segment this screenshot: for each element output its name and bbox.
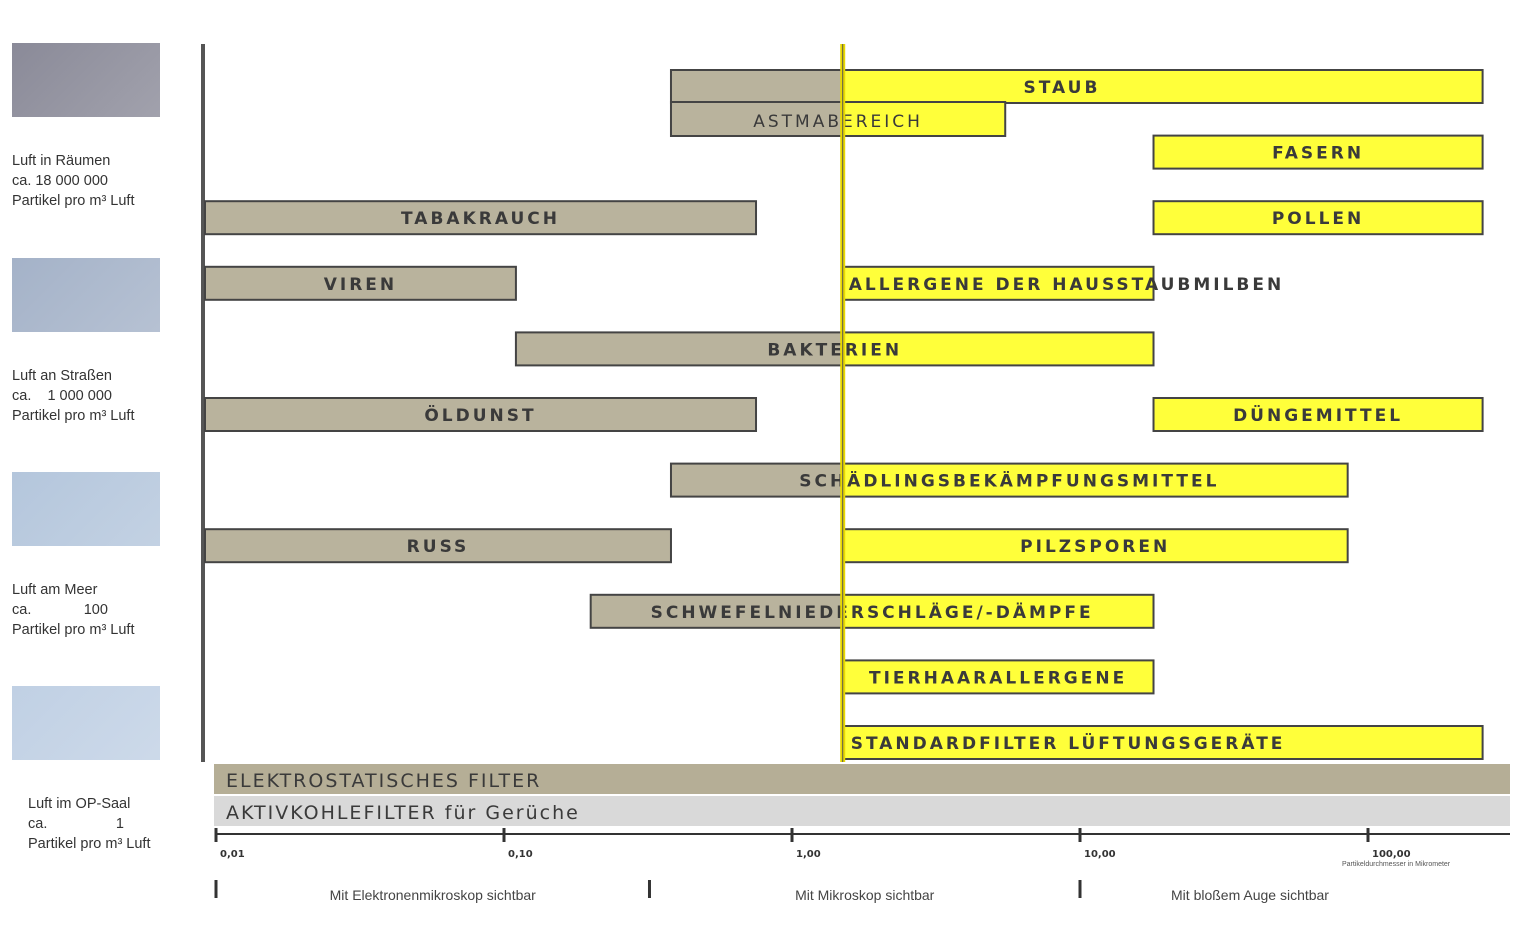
zone-label: Mit bloßem Auge sichtbar	[1171, 887, 1329, 903]
environment-entry: Luft in Räumen ca. 18 000 000 Partikel p…	[12, 43, 202, 211]
bar-label: STANDARDFILTER LÜFTUNGSGERÄTE	[851, 732, 1286, 754]
environment-swatch-0	[12, 43, 160, 117]
bar-label: TABAKRAUCH	[401, 209, 560, 229]
environment-label: Luft an Straßen	[12, 368, 112, 384]
x-tick-label: 0,10	[508, 849, 533, 860]
bar-label: POLLEN	[1272, 209, 1364, 229]
bar-label: TIERHAARALLERGENE	[869, 668, 1127, 688]
zone-label: Mit Elektronenmikroskop sichtbar	[330, 887, 537, 903]
environment-count: ca. 100	[12, 602, 108, 618]
environment-entry: Luft an Straßen ca. 1 000 000 Partikel p…	[12, 258, 202, 426]
bar	[1152, 134, 1484, 170]
environment-swatch-1	[12, 258, 160, 332]
environment-count: ca. 18 000 000	[12, 173, 108, 189]
bar	[841, 725, 1484, 760]
environment-swatch-3	[12, 686, 160, 760]
bar	[841, 528, 1349, 564]
bar-label: VIREN	[324, 275, 397, 295]
bar-grey-part	[669, 69, 844, 104]
environment-label: Luft im OP-Saal	[28, 796, 131, 812]
x-tick-label: 10,00	[1084, 849, 1116, 860]
filter-band	[214, 764, 1510, 794]
environment-label: Luft am Meer	[12, 582, 98, 598]
zone-label: Mit Mikroskop sichtbar	[795, 887, 935, 903]
bar	[204, 200, 758, 236]
bar-grey-part	[589, 593, 844, 629]
bar-label: PILZSPOREN	[1020, 537, 1170, 557]
environment-swatch-2	[12, 472, 160, 546]
environment-label: Luft in Räumen	[12, 153, 111, 169]
environment-unit: Partikel pro m³ Luft	[12, 408, 135, 424]
environment-unit: Partikel pro m³ Luft	[28, 836, 151, 852]
bar-label: SCHWEFELNIEDERSCHLÄGE/-DÄMPFE	[651, 601, 1094, 623]
bar	[841, 265, 1155, 301]
environment-unit: Partikel pro m³ Luft	[12, 193, 135, 209]
bar-label: ASTMABEREICH	[753, 112, 923, 132]
bar-label: BAKTERIEN	[767, 340, 902, 360]
bar-label: ALLERGENE DER HAUSSTAUBMILBEN	[849, 275, 1285, 295]
x-tick-label: 100,00	[1372, 849, 1411, 860]
x-tick-label: 0,01	[220, 849, 245, 860]
environment-entry: Luft am Meer ca. 100 Partikel pro m³ Luf…	[12, 472, 202, 640]
bar	[1152, 397, 1484, 432]
bar-yellow-part	[841, 462, 1349, 498]
environment-unit: Partikel pro m³ Luft	[12, 622, 135, 638]
bar	[1152, 200, 1484, 236]
bar-label: STAUB	[1024, 78, 1101, 98]
filter-band	[214, 796, 1510, 826]
bar-label: RUSS	[407, 537, 470, 557]
bar	[204, 528, 672, 564]
bar-label: FASERN	[1272, 144, 1364, 164]
x-tick-label: 1,00	[796, 849, 821, 860]
environment-count: ca. 1	[28, 816, 124, 832]
bar-label: ÖLDUNST	[424, 404, 536, 426]
environment-count: ca. 1 000 000	[12, 388, 112, 404]
bar-yellow-part	[841, 69, 1484, 104]
bar-astmabereich-yellow	[841, 101, 1007, 137]
bar-label: DÜNGEMITTEL	[1233, 404, 1403, 426]
bar	[204, 397, 758, 432]
filter-label: ELEKTROSTATISCHES FILTER	[226, 770, 541, 792]
bar-label: SCHÄDLINGSBEKÄMPFUNGSMITTEL	[799, 470, 1219, 492]
x-axis-title: Partikeldurchmesser in Mikrometer	[1342, 861, 1451, 868]
bar	[204, 265, 517, 301]
filter-label: AKTIVKOHLEFILTER für Gerüche	[226, 802, 580, 824]
environment-entry: Luft im OP-Saal ca. 1 Partikel pro m³ Lu…	[12, 686, 202, 854]
bar-yellow-part	[841, 593, 1155, 629]
